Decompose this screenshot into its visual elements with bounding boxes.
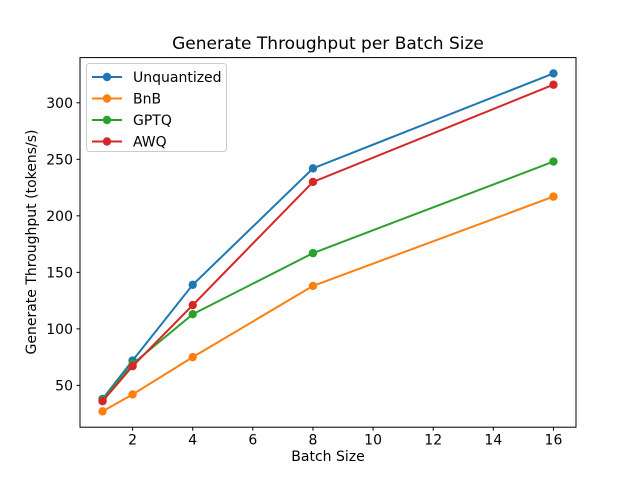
x-tick-label: 14 [484,433,502,449]
legend-marker [102,137,112,146]
y-tick-label: 200 [46,209,73,225]
x-tick-label: 8 [309,433,318,449]
legend: Unquantized BnB GPTQ AWQ [86,63,227,152]
axis-ticks: 2 4 6 8 10 12 14 16 50 100 150 200 250 300 [46,96,562,449]
data-point-gptq [308,248,318,258]
x-tick-label: 12 [424,433,442,449]
x-tick-label: 16 [545,433,563,449]
x-tick-label: 4 [188,433,197,449]
data-point-bnb [188,352,197,362]
x-tick-label: 10 [364,433,382,449]
plot-border [79,57,577,428]
y-tick-label: 250 [46,152,73,168]
data-point-awq [98,397,107,406]
legend-marker [102,94,112,103]
x-axis-label: Batch Size [291,449,364,465]
data-point-bnb [549,192,558,201]
y-tick-label: 150 [46,265,73,281]
legend-label: AWQ [133,135,167,151]
data-point-awq [128,361,137,371]
data-point-awq [549,80,558,89]
legend-box [86,63,227,152]
data-point-gptq [549,157,558,166]
data-point-bnb [308,281,318,291]
y-tick-label: 100 [46,322,73,338]
data-point-unquantized [188,280,197,289]
data-point-awq [308,177,318,187]
x-tick-label: 2 [128,433,137,449]
x-tick-label: 6 [248,433,257,449]
legend-label: GPTQ [133,113,172,129]
legend-label: Unquantized [133,70,222,86]
legend-item-unquantized: Unquantized [92,70,222,86]
y-tick-label: 300 [46,96,73,112]
data-point-bnb [128,390,137,399]
y-axis-label: Generate Throughput (tokens/s) [24,130,40,355]
legend-label: BnB [133,92,161,108]
chart-title: Generate Throughput per Batch Size [172,34,484,54]
legend-marker [102,72,112,82]
legend-marker [102,115,112,125]
data-series [98,69,558,416]
data-point-gptq [188,309,197,319]
legend-item-awq: AWQ [92,135,167,151]
legend-item-bnb: BnB [92,92,161,108]
data-point-awq [188,300,197,310]
data-point-unquantized [549,69,558,78]
y-tick-label: 50 [55,378,73,394]
series-line-bnb [102,195,554,413]
data-point-bnb [98,407,107,416]
data-point-unquantized [308,164,318,173]
legend-item-gptq: GPTQ [92,113,172,129]
